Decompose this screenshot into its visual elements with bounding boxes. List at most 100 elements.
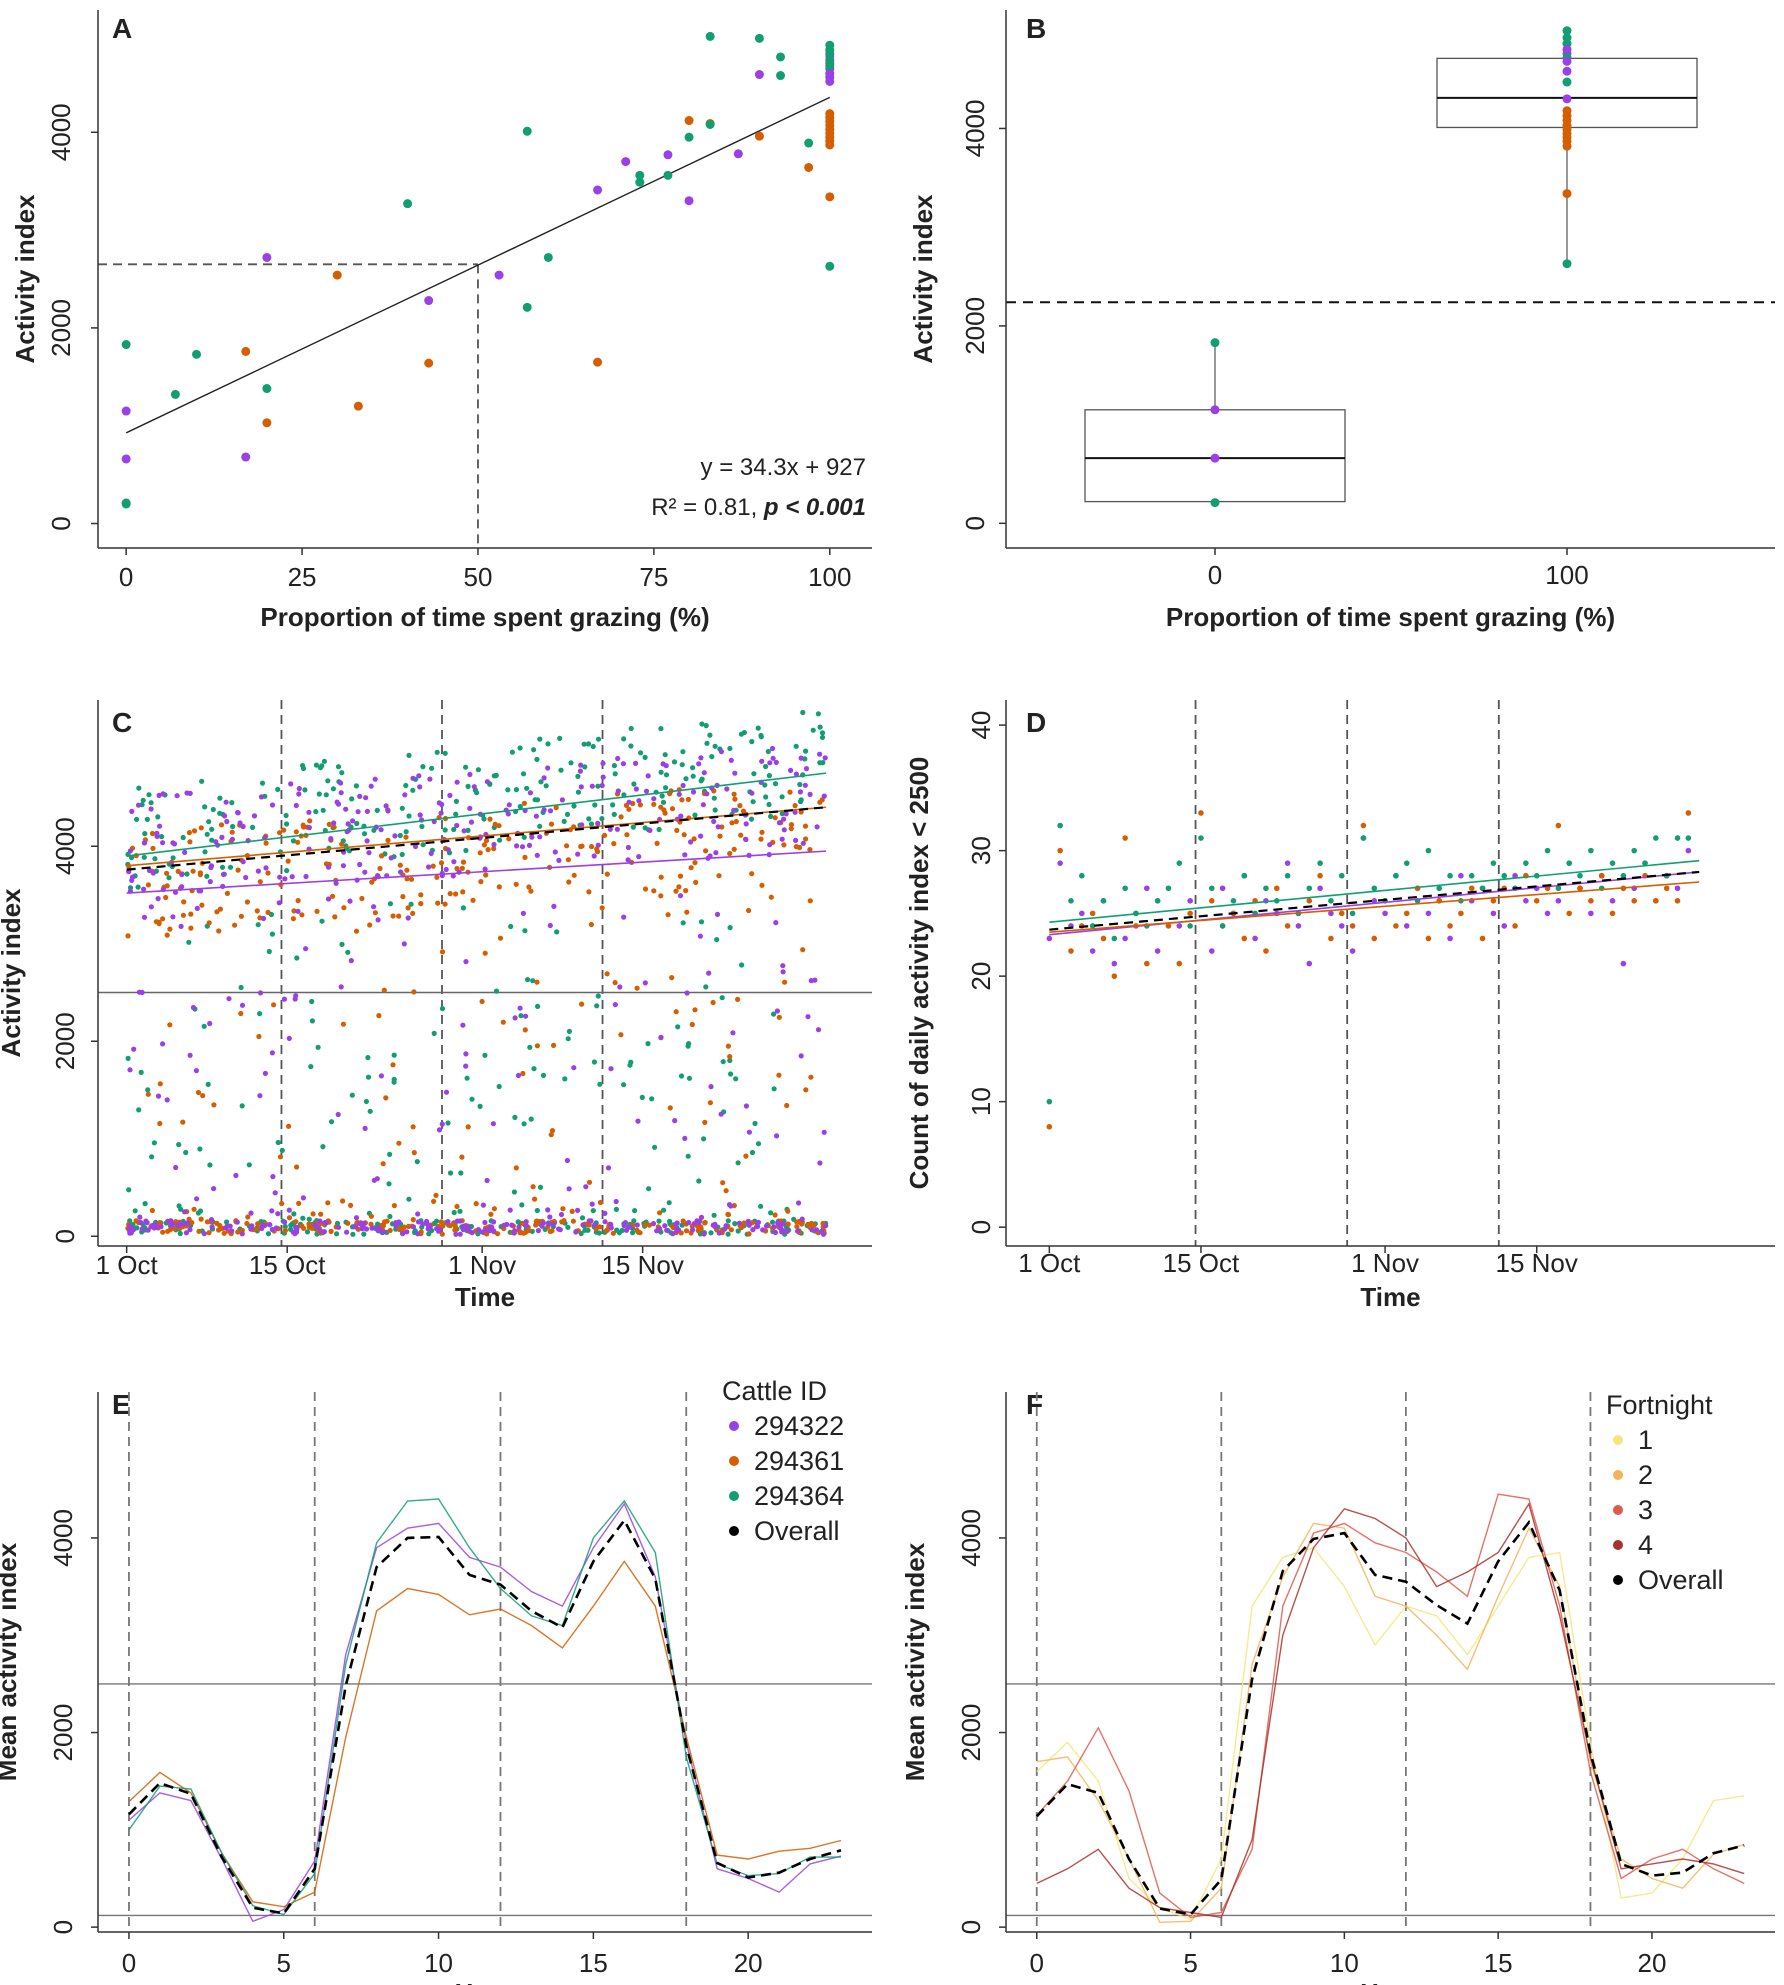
data-point-294322	[809, 1227, 815, 1233]
data-point-294322	[357, 793, 363, 800]
data-point-294322	[798, 1053, 804, 1059]
data-point-294361	[294, 1164, 300, 1170]
data-point-294361	[1663, 885, 1670, 892]
data-point-294361	[794, 1224, 800, 1230]
data-point-294364	[1674, 835, 1681, 841]
data-point-294364	[217, 810, 223, 816]
data-point-294361	[163, 894, 169, 901]
data-point-294364	[204, 873, 210, 879]
data-point-294322	[711, 818, 717, 825]
data-point-294364	[594, 1003, 600, 1009]
data-point-294364	[152, 856, 158, 862]
data-point-294361	[291, 908, 297, 914]
data-point-294364	[1425, 847, 1432, 854]
r-squared-text: R² = 0.81,	[651, 494, 764, 521]
data-point-294361	[188, 911, 194, 917]
data-point-294361	[506, 836, 512, 842]
data-point-294364	[1349, 910, 1356, 917]
data-point-294322	[781, 816, 787, 822]
data-point-294322	[127, 1067, 133, 1073]
data-point-294322	[746, 1222, 752, 1228]
data-point-294364	[224, 1219, 230, 1225]
data-point-294322	[1447, 935, 1453, 942]
data-point-294322	[338, 780, 344, 786]
data-point-294322	[317, 1218, 323, 1224]
data-point-294322	[410, 1224, 417, 1230]
data-point-294322	[150, 870, 156, 876]
data-point-294361	[470, 897, 476, 903]
data-point-294364	[705, 119, 715, 129]
data-point-294322	[545, 765, 551, 771]
data-point-294364	[387, 1213, 393, 1220]
x-tick-label: 25	[288, 562, 317, 592]
data-point-294361	[487, 816, 493, 822]
data-point-294361	[1089, 910, 1096, 917]
data-point-294364	[698, 778, 704, 784]
data-point-294322	[364, 808, 370, 815]
data-point-294322	[1046, 935, 1053, 942]
data-point-294364	[749, 739, 755, 745]
data-point-294364	[255, 922, 261, 928]
data-point-294361	[782, 979, 788, 985]
data-point-294322	[662, 1223, 668, 1229]
data-point-294361	[1447, 923, 1453, 929]
data-point-294322	[460, 1226, 466, 1233]
data-point-294364	[1685, 835, 1692, 841]
trend-line-294322	[126, 850, 827, 894]
panel-c: 1 Oct 15 Oct 1 Nov 15 Nov 0 2000 4000 Activity …	[0, 700, 872, 1312]
data-point-294364	[474, 790, 480, 796]
data-point-294322	[517, 1005, 523, 1011]
data-point-294364	[711, 795, 717, 801]
data-point-294322	[783, 811, 789, 817]
data-point-294361	[740, 808, 747, 814]
data-point-294361	[198, 1216, 204, 1222]
regression-stats: R² = 0.81, p < 0.001	[651, 494, 866, 521]
data-point-294361	[330, 893, 336, 899]
data-point-294364	[531, 747, 537, 753]
data-point-294361	[522, 854, 528, 861]
data-point-294361	[612, 980, 618, 986]
data-point-294361	[150, 845, 156, 852]
data-point-294322	[815, 1027, 822, 1033]
data-point-294364	[155, 814, 161, 820]
data-point-294364	[579, 1215, 586, 1221]
data-point-294364	[257, 1011, 263, 1017]
x-tick-label: 0	[1208, 560, 1222, 590]
data-point-294364	[1230, 898, 1237, 904]
data-point-294361	[175, 868, 181, 875]
data-point-294364	[663, 170, 673, 180]
data-point-294364	[202, 804, 208, 810]
data-point-294361	[669, 975, 675, 981]
data-point-294361	[534, 979, 540, 985]
data-point-294364	[339, 770, 345, 776]
data-point-294364	[771, 1086, 777, 1092]
data-point-294364	[663, 772, 670, 778]
data-point-294361	[1306, 898, 1313, 904]
data-point-294322	[273, 1225, 279, 1231]
data-point-294322	[718, 1111, 724, 1117]
data-point-294364	[134, 816, 140, 823]
data-point-294364	[184, 871, 190, 877]
data-point-294322	[463, 1051, 469, 1057]
data-point-294322	[454, 779, 460, 785]
data-point-294361	[792, 803, 798, 809]
data-point-294364	[126, 1187, 132, 1193]
data-point-294364	[535, 1003, 541, 1010]
data-point-294361	[380, 1223, 387, 1229]
data-point-294361	[491, 846, 497, 852]
data-point-294322	[148, 806, 154, 812]
data-point-294322	[1425, 910, 1432, 917]
data-point-294322	[772, 1229, 779, 1236]
data-point-294364	[522, 126, 532, 136]
data-point-294364	[690, 773, 696, 779]
data-point-294364	[246, 1162, 252, 1168]
data-point-294322	[643, 788, 650, 794]
data-point-294364	[180, 834, 186, 841]
data-point-294364	[586, 816, 592, 822]
data-point-294322	[426, 864, 432, 870]
data-point-294361	[1555, 822, 1562, 829]
data-point-294361	[825, 109, 835, 119]
data-point-294322	[286, 1207, 292, 1213]
data-point-294322	[363, 1226, 370, 1232]
data-point-294364	[776, 52, 786, 62]
